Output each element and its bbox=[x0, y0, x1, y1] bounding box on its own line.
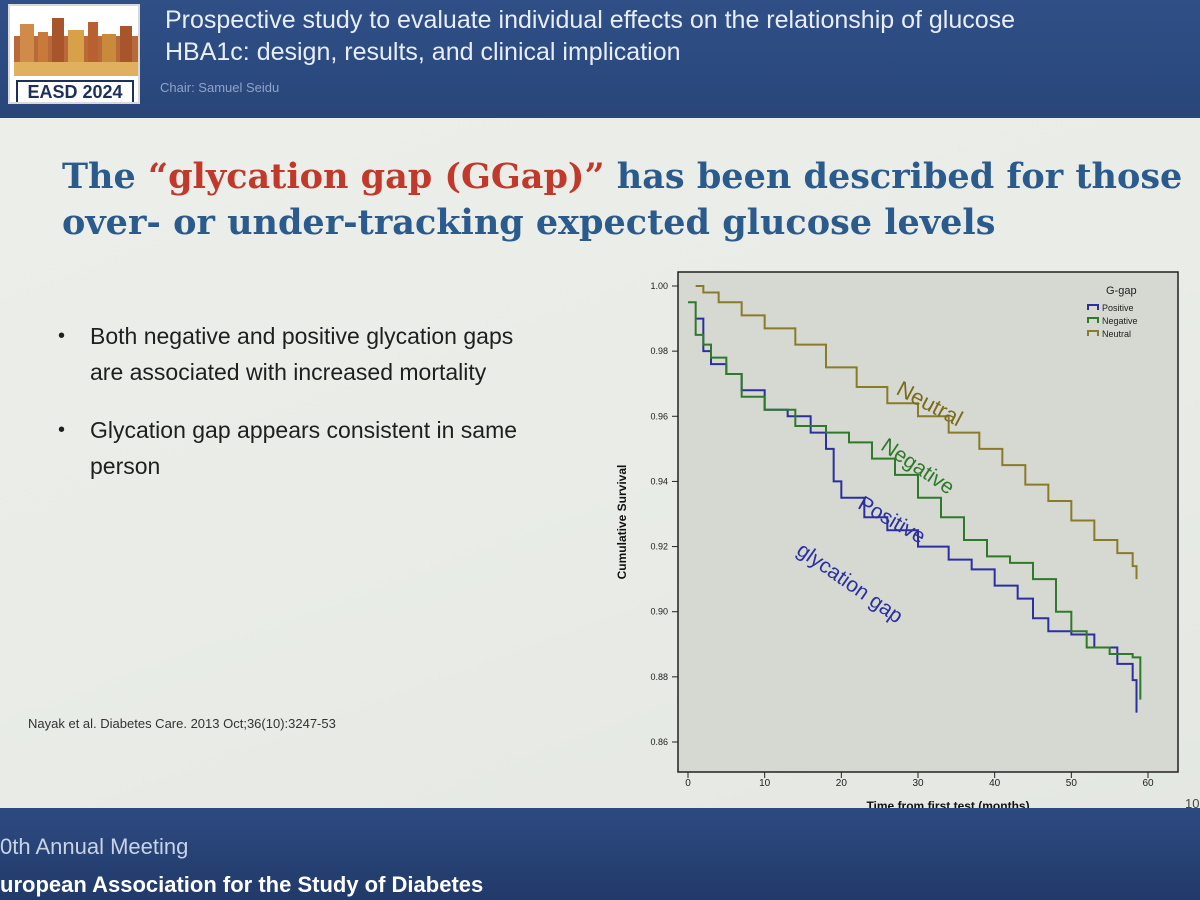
easd-logo: EASD 2024 bbox=[8, 4, 140, 104]
legend-swatch-positive bbox=[1087, 304, 1099, 310]
slide-title-part1: The bbox=[62, 156, 148, 197]
session-chair: Chair: Samuel Seidu bbox=[160, 80, 280, 95]
session-title-line1: Prospective study to evaluate individual… bbox=[165, 6, 1016, 34]
x-tick-label: 20 bbox=[836, 778, 848, 789]
session-title-line2: HBA1c: design, results, and clinical imp… bbox=[165, 38, 681, 66]
page-number: 10 bbox=[1185, 796, 1200, 811]
series-line-neutral bbox=[695, 285, 1138, 580]
slide-body: The “glycation gap (GGap)” has been desc… bbox=[0, 118, 1200, 813]
slide-title-part2: has been described for those over- or un… bbox=[62, 156, 1183, 243]
x-tick-label: 60 bbox=[1142, 778, 1154, 789]
y-tick-label: 0.90 bbox=[650, 607, 668, 617]
city-skyline-icon bbox=[10, 6, 138, 102]
session-title: Prospective study to evaluate individual… bbox=[165, 4, 1200, 68]
y-tick-label: 0.92 bbox=[650, 542, 668, 552]
bullet-list: Both negative and positive glycation gap… bbox=[58, 318, 528, 506]
header-bar: EASD 2024 Prospective study to evaluate … bbox=[0, 0, 1200, 118]
legend-label-neutral: Neutral bbox=[1102, 329, 1131, 339]
legend-swatch-negative bbox=[1087, 317, 1099, 323]
y-tick-label: 0.94 bbox=[650, 476, 668, 486]
survival-chart-svg: 0.86 0.88 0.90 0.92 0.94 0.96 0.98 1.00 0 10 20 30 4… bbox=[615, 271, 1179, 813]
bullet-item: Both negative and positive glycation gap… bbox=[58, 318, 528, 390]
x-tick-label: 30 bbox=[912, 778, 924, 789]
slide-title: The “glycation gap (GGap)” has been desc… bbox=[62, 154, 1192, 246]
legend-label-positive: Positive bbox=[1102, 303, 1134, 313]
footer-meeting: 0th Annual Meeting bbox=[0, 834, 189, 859]
x-tick-label: 50 bbox=[1066, 778, 1078, 789]
y-tick-label: 0.98 bbox=[650, 346, 668, 356]
y-tick-label: 1.00 bbox=[650, 281, 668, 291]
plot-area bbox=[677, 271, 1179, 773]
y-tick-label: 0.88 bbox=[650, 672, 668, 682]
citation: Nayak et al. Diabetes Care. 2013 Oct;36(… bbox=[28, 716, 336, 731]
x-tick-label: 40 bbox=[989, 778, 1001, 789]
bullet-item: Glycation gap appears consistent in same… bbox=[58, 412, 528, 484]
y-tick-label: 0.96 bbox=[650, 411, 668, 421]
survival-chart: 0.86 0.88 0.90 0.92 0.94 0.96 0.98 1.00 0 10 20 30 4… bbox=[600, 252, 1200, 813]
slide-title-highlight: “glycation gap (GGap)” bbox=[147, 156, 605, 197]
footer-association: uropean Association for the Study of Dia… bbox=[0, 872, 484, 897]
x-tick-label: 0 bbox=[685, 778, 691, 789]
series-line-negative bbox=[688, 301, 1142, 700]
legend-swatch-neutral bbox=[1087, 330, 1099, 336]
x-tick-label: 10 bbox=[759, 778, 771, 789]
footer-bar: 0th Annual Meeting uropean Association f… bbox=[0, 808, 1200, 900]
legend-label-negative: Negative bbox=[1102, 316, 1138, 326]
y-tick-label: 0.86 bbox=[650, 737, 668, 747]
legend-title: G-gap bbox=[1106, 285, 1137, 297]
logo-label: EASD 2024 bbox=[16, 80, 134, 102]
y-axis-label: Cumulative Survival bbox=[615, 465, 629, 580]
